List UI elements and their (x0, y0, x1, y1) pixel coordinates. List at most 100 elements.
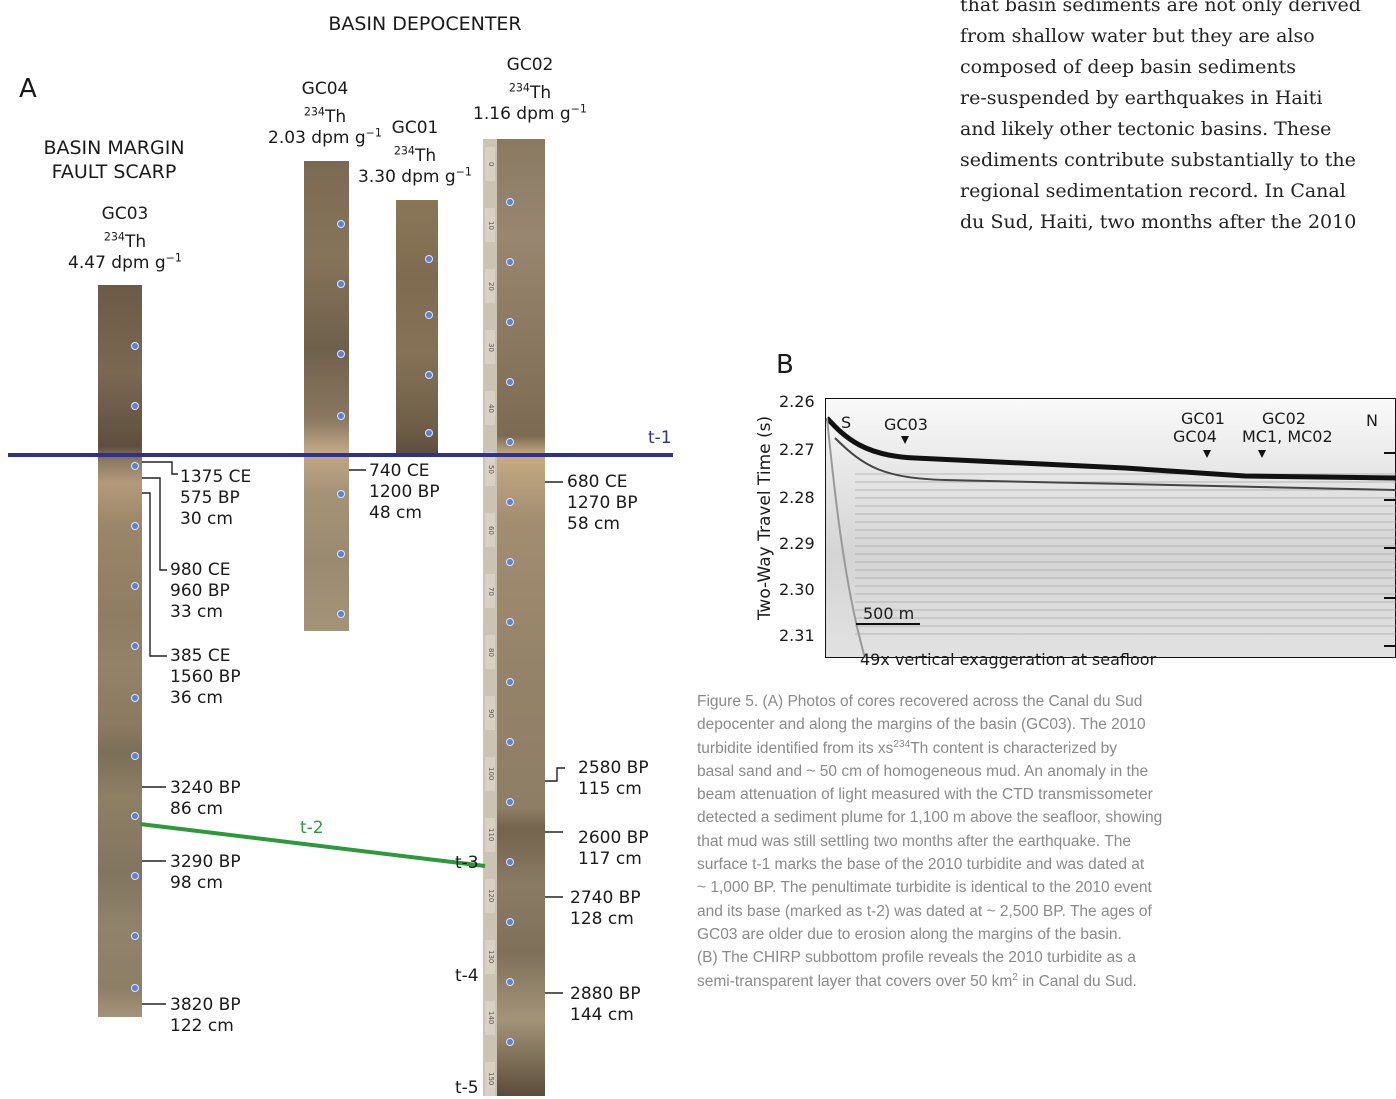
core-header-gc04: GC04 234Th 2.03 dpm g−1 (250, 79, 400, 149)
body-text-line: regional sedimentation record. In Canal (960, 180, 1346, 202)
core-id: GC04 (301, 79, 349, 99)
caption-line: ~ 1,000 BP. The penultimate turbidite is… (697, 879, 1152, 897)
age-depth: 86 cm (170, 799, 223, 819)
core-marker-dot (132, 933, 138, 939)
caption-line: turbidite identified from its xs234Th co… (697, 737, 1297, 760)
ruler-mark-label: 90 (485, 696, 495, 730)
th-symbol: Th (414, 146, 437, 166)
right-tick (1384, 452, 1396, 454)
core-marker-dot (426, 256, 432, 262)
age-label-gc02-5: 2880 BP 144 cm (570, 984, 641, 1026)
body-text: that basin sediments are not only derive… (960, 0, 1396, 238)
core-marker-dot (132, 463, 138, 469)
core-marker-dot (132, 753, 138, 759)
panel-b-ylabel: Two-Way Travel Time (s) (755, 415, 775, 621)
age-ce: 740 CE (369, 461, 430, 481)
th-value: 3.30 dpm g (358, 167, 456, 187)
t1-label: t-1 (648, 428, 672, 448)
core-marker-dot (507, 499, 513, 505)
arrow-gc01-gc04 (1203, 450, 1211, 458)
age-depth: 115 cm (578, 779, 642, 799)
core-id: GC03 (101, 204, 149, 224)
core-marker-dot (132, 343, 138, 349)
ruler-mark-label: 130 (485, 940, 495, 974)
ytick: 2.30 (779, 580, 815, 599)
ruler-mark-label: 50 (485, 452, 495, 486)
ytick: 2.28 (779, 488, 815, 507)
th-isotope: 234 (393, 144, 415, 158)
chirp-layers (855, 468, 1396, 638)
th-value: 1.16 dpm g (473, 104, 571, 124)
title-basin-margin: BASIN MARGIN FAULT SCARP (24, 136, 204, 184)
ruler-mark-label: 10 (485, 208, 495, 242)
age-bp: 1560 BP (170, 667, 241, 687)
age-label-gc03-3: 385 CE 1560 BP 36 cm (170, 646, 241, 709)
caption-line: depocenter and along the margins of the … (697, 716, 1146, 734)
profile-label-gc04: GC04 (1173, 427, 1217, 446)
right-tick (1384, 597, 1396, 599)
body-text-line: from shallow water but they are also (960, 25, 1315, 47)
core-ruler (483, 139, 497, 1096)
age-ce: 980 CE (170, 560, 231, 580)
profile-label-gc01: GC01 (1181, 409, 1225, 428)
ruler-mark-label: 20 (485, 269, 495, 303)
core-marker-dot (507, 919, 513, 925)
ytick: 2.27 (779, 440, 815, 459)
profile-label-mc: MC1, MC02 (1242, 427, 1333, 446)
arrow-gc02 (1258, 450, 1266, 458)
ruler-mark-label: 100 (485, 757, 495, 791)
caption-line: beam attenuation of light measured with … (697, 786, 1153, 804)
slope-edge (826, 417, 866, 658)
t5-label: t-5 (455, 1078, 479, 1098)
age-ce: 385 CE (170, 646, 231, 666)
th-isotope: 234 (303, 105, 325, 119)
figure-caption: Figure 5. (A) Photos of cores recovered … (697, 690, 1297, 993)
profile-label-gc02: GC02 (1262, 409, 1306, 428)
core-marker-dot (338, 611, 344, 617)
core-marker-dot (338, 491, 344, 497)
th-unit-exponent: −1 (570, 102, 587, 116)
ruler-mark-label: 80 (485, 635, 495, 669)
ruler-mark-label: 140 (485, 1001, 495, 1035)
ruler-mark-label: 150 (485, 1062, 495, 1096)
th-value: 4.47 dpm g (68, 253, 166, 273)
age-bp: 2600 BP (578, 828, 649, 848)
age-label-gc02-3: 2600 BP 117 cm (578, 828, 649, 870)
caption-text: Th content is characterized by (910, 739, 1117, 757)
body-text-line: composed of deep basin sediments (960, 56, 1296, 78)
scale-bar (856, 623, 920, 625)
age-depth: 144 cm (570, 1005, 634, 1025)
core-header-gc02: GC02 234Th 1.16 dpm g−1 (455, 55, 605, 125)
ruler-mark-label: 60 (485, 513, 495, 547)
title-basin-depocenter: BASIN DEPOCENTER (328, 13, 522, 35)
core-marker-dot (426, 430, 432, 436)
core-marker-dot (132, 523, 138, 529)
body-text-line: that basin sediments are not only derive… (960, 0, 1361, 16)
core-marker-dot (507, 1039, 513, 1045)
core-marker-dot (132, 403, 138, 409)
ytick: 2.31 (779, 626, 815, 645)
core-marker-dot (507, 559, 513, 565)
age-label-gc03-6: 3820 BP 122 cm (170, 995, 241, 1037)
caption-text: turbidite identified from its xs (697, 739, 894, 757)
leader-line (545, 767, 565, 782)
th-symbol: Th (124, 232, 147, 252)
age-bp: 2580 BP (578, 758, 649, 778)
right-tick (1384, 645, 1396, 647)
t2-surface-line (139, 822, 486, 868)
th-unit-exponent: −1 (165, 251, 182, 265)
age-bp: 2740 BP (570, 888, 641, 908)
panel-a-letter: A (19, 74, 37, 104)
core-marker-dot (507, 439, 513, 445)
caption-text: semi-transparent layer that covers over … (697, 972, 1013, 990)
age-depth: 117 cm (578, 849, 642, 869)
exaggeration-note: 49x vertical exaggeration at seafloor (860, 650, 1157, 669)
age-ce: 680 CE (567, 472, 628, 492)
caption-line: GC03 are older due to erosion along the … (697, 925, 1122, 943)
age-bp: 575 BP (180, 488, 240, 508)
caption-superscript: 2 (1012, 971, 1018, 983)
age-depth: 33 cm (170, 602, 223, 622)
title-basin-margin-line1: BASIN MARGIN (43, 137, 185, 159)
caption-line: basal sand and ~ 50 cm of homogeneous mu… (697, 762, 1149, 780)
caption-text: in Canal du Sud. (1017, 972, 1137, 990)
